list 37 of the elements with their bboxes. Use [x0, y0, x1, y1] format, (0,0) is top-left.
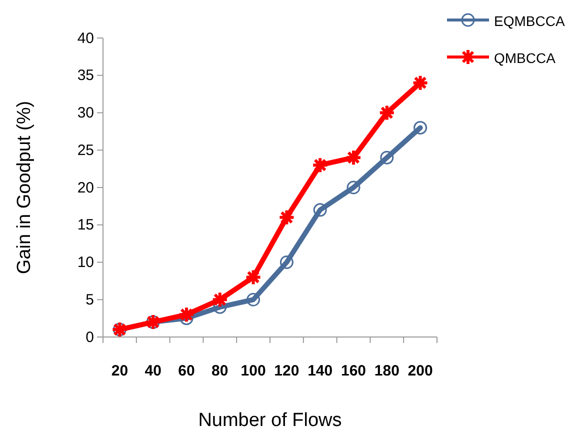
- x-tick-label: 180: [374, 362, 400, 380]
- x-tick-label: 80: [212, 362, 228, 380]
- y-tick-label: 20: [77, 179, 94, 196]
- y-axis-title: Gain in Goodput (%): [14, 100, 35, 274]
- point: [380, 150, 394, 164]
- x-tick-label: 140: [308, 362, 333, 380]
- y-tick-label: 40: [77, 30, 94, 47]
- y-tick-label: 30: [77, 104, 94, 122]
- point: [345, 149, 362, 166]
- point: [246, 292, 260, 306]
- point: [378, 104, 396, 122]
- point: [313, 203, 327, 217]
- point: [211, 291, 228, 308]
- point: [414, 120, 428, 134]
- point: [412, 74, 429, 92]
- y-tick-label: 35: [77, 67, 94, 84]
- y-tick-label: 5: [86, 291, 94, 308]
- x-tick-label: 20: [111, 362, 128, 380]
- y-tick-label: 0: [86, 328, 94, 346]
- legend-label: QMBCCA: [494, 50, 556, 66]
- point: [346, 180, 360, 194]
- x-axis-title: Number of Flows: [198, 410, 342, 431]
- point: [278, 208, 296, 226]
- x-tick-label: 160: [340, 362, 366, 380]
- y-tick-label: 25: [77, 142, 94, 159]
- y-tick-label: 10: [77, 254, 94, 272]
- x-tick-label: 40: [144, 362, 162, 380]
- x-tick-label: 120: [274, 362, 300, 380]
- x-tick-label: 60: [178, 362, 195, 380]
- x-tick-label: 100: [240, 362, 266, 380]
- point: [280, 256, 294, 269]
- point: [312, 156, 329, 174]
- legend-label: EQMBCCA: [494, 13, 566, 29]
- x-tick-label: 200: [408, 362, 433, 380]
- point: [178, 306, 195, 324]
- point: [244, 268, 262, 286]
- y-tick-label: 15: [77, 216, 94, 234]
